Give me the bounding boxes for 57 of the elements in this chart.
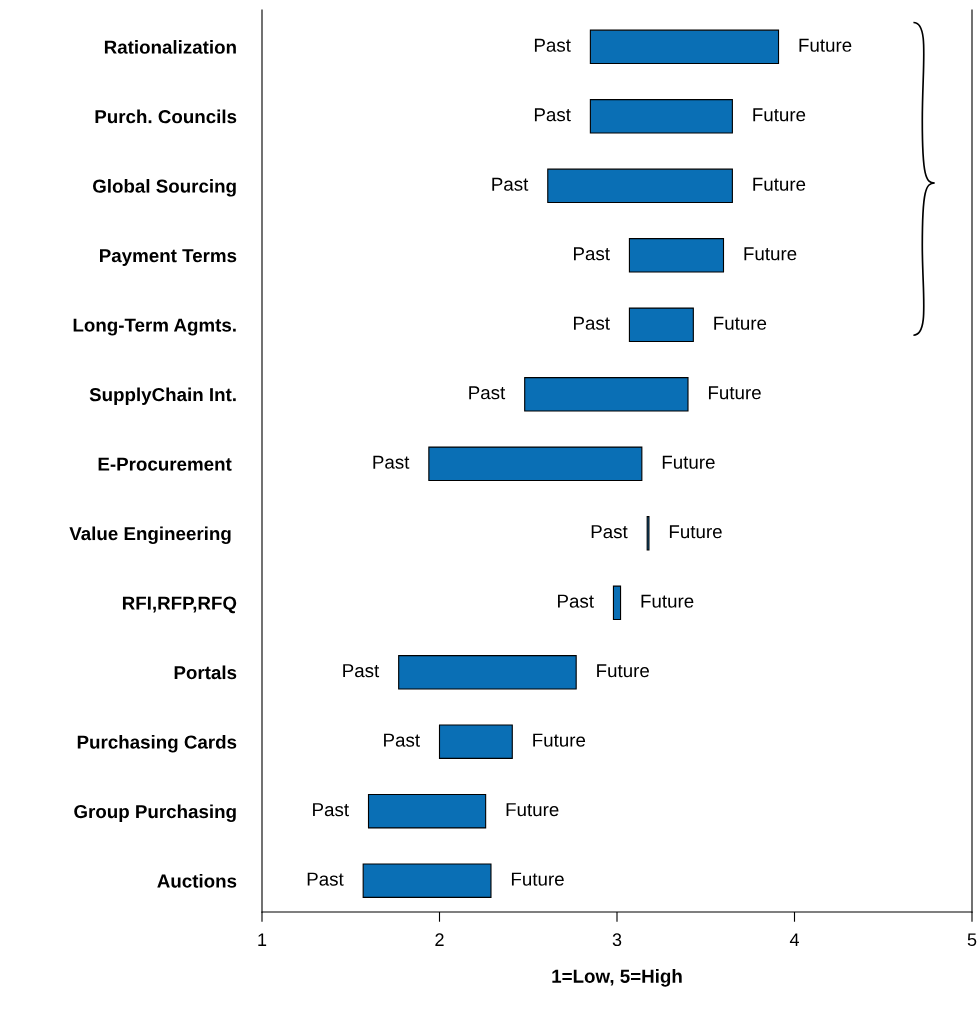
x-axis-title: 1=Low, 5=High bbox=[552, 969, 682, 987]
annotation: Future bbox=[669, 525, 722, 539]
bar bbox=[438, 724, 513, 759]
y-tick-label: Auctions bbox=[157, 873, 237, 888]
y-tick-label: Payment Terms bbox=[100, 249, 237, 266]
y-tick-label: Group Purchasing bbox=[74, 804, 236, 822]
annotation: Future bbox=[662, 455, 715, 469]
x-tick-label: 2 bbox=[435, 933, 444, 946]
x-tick-label: 4 bbox=[789, 933, 799, 946]
annotation: Past bbox=[534, 38, 571, 52]
annotation: Past bbox=[574, 316, 610, 330]
annotation: Past bbox=[591, 525, 628, 539]
annotation: Future bbox=[533, 733, 586, 747]
annotation: Past bbox=[343, 664, 380, 678]
y-tick-label: Portals bbox=[174, 665, 237, 680]
annotation: Future bbox=[506, 803, 559, 817]
annotation: Past bbox=[307, 872, 344, 886]
bar bbox=[589, 29, 780, 65]
x-tick-label: 1 bbox=[258, 933, 267, 946]
bar bbox=[589, 99, 733, 134]
annotation: Past bbox=[373, 455, 410, 469]
annotation: Past bbox=[574, 247, 610, 261]
annotation: Past bbox=[313, 803, 349, 817]
bar bbox=[547, 168, 733, 204]
y-tick-label: Purchasing Cards bbox=[77, 734, 237, 753]
y-tick-label: Purch. Councils bbox=[95, 109, 237, 124]
y-tick-label: Rationalization bbox=[104, 40, 236, 54]
bar bbox=[628, 238, 725, 273]
annotation: Past bbox=[558, 594, 594, 608]
x-tick-label: 3 bbox=[612, 933, 622, 947]
annotation: Future bbox=[753, 177, 806, 191]
bar bbox=[524, 377, 689, 412]
annotation: Future bbox=[714, 316, 767, 330]
annotation: Past bbox=[469, 386, 506, 400]
bar bbox=[628, 307, 694, 343]
y-tick-label: E-Procurement bbox=[98, 457, 232, 471]
annotation: Future bbox=[511, 872, 564, 886]
y-tick-label: Value Engineering bbox=[69, 526, 231, 545]
y-tick-label: RFI,RFP,RFQ bbox=[122, 596, 237, 614]
annotation: Future bbox=[753, 108, 806, 122]
x-tick-label: 5 bbox=[967, 933, 977, 947]
y-tick-label: SupplyChain Int. bbox=[89, 387, 236, 405]
bar bbox=[428, 446, 643, 482]
annotation: Future bbox=[597, 664, 649, 678]
annotation: Past bbox=[384, 733, 420, 747]
annotation: Future bbox=[799, 38, 852, 52]
annotation: Past bbox=[534, 108, 571, 122]
bar bbox=[367, 794, 487, 829]
annotation: Future bbox=[708, 386, 761, 400]
bar bbox=[362, 863, 492, 898]
annotation: Future bbox=[744, 247, 797, 261]
bar bbox=[398, 655, 577, 690]
y-tick-label: Long-Term Agmts. bbox=[73, 318, 236, 336]
annotation: Past bbox=[492, 177, 529, 191]
annotation: Future bbox=[641, 594, 694, 608]
y-tick-label: Global Sourcing bbox=[92, 179, 236, 197]
bar bbox=[612, 585, 622, 620]
